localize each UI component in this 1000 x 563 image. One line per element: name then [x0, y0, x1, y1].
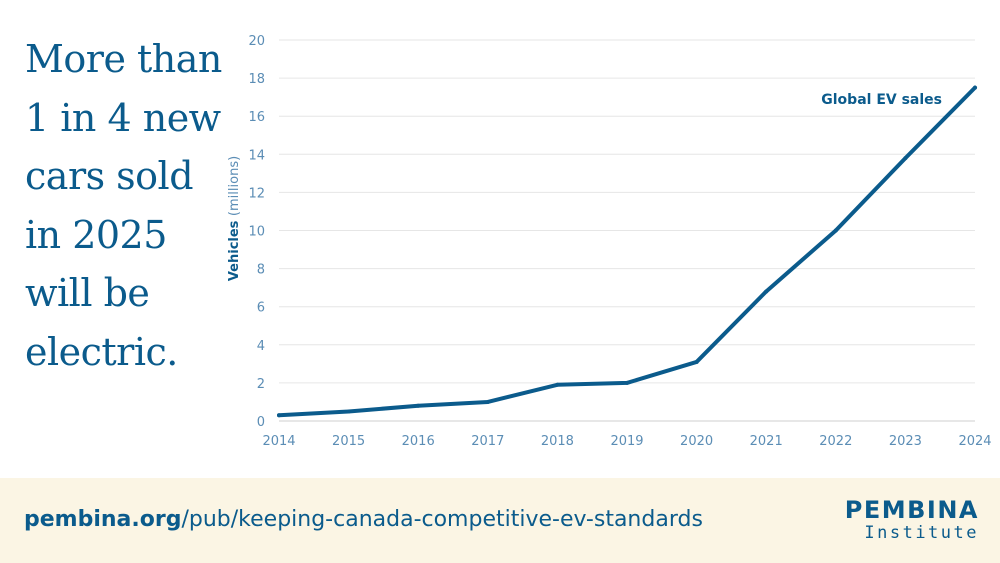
- url-domain: pembina.org: [24, 507, 182, 532]
- series-line-global-ev-sales: [277, 85, 977, 418]
- logo-wordmark-top: PEMBINA: [844, 496, 979, 524]
- data-point-2022: [833, 228, 838, 233]
- x-tick-label-2023: 2023: [889, 434, 922, 449]
- y-tick-label-2: 2: [257, 377, 265, 392]
- x-tick-label-2015: 2015: [332, 434, 365, 449]
- x-tick-label-2020: 2020: [680, 434, 713, 449]
- x-tick-label-2022: 2022: [819, 434, 852, 449]
- y-tick-label-6: 6: [257, 301, 265, 316]
- data-point-2016: [416, 403, 421, 408]
- data-point-2019: [625, 380, 629, 385]
- y-tick-label-4: 4: [257, 339, 265, 354]
- y-tick-label-12: 12: [248, 186, 265, 201]
- data-point-2017: [485, 399, 490, 404]
- x-tick-label-2016: 2016: [402, 434, 435, 449]
- data-point-2024: [973, 85, 977, 90]
- y-axis-label-unit: (millions): [227, 156, 242, 216]
- y-tick-label-14: 14: [248, 148, 265, 163]
- data-point-2023: [903, 156, 908, 161]
- data-point-2015: [346, 409, 351, 414]
- x-tick-label-2024: 2024: [958, 434, 991, 449]
- y-tick-label-8: 8: [257, 263, 265, 278]
- url-path: /pub/keeping-canada-competitive-ev-stand…: [181, 507, 703, 532]
- y-axis-label-bold: Vehicles: [227, 216, 242, 281]
- x-tick-label-2018: 2018: [541, 434, 574, 449]
- footer-bar: pembina.org/pub/keeping-canada-competiti…: [0, 478, 1000, 563]
- logo-wordmark-bottom: Institute: [864, 523, 979, 543]
- headline: More than 1 in 4 new cars sold in 2025 w…: [25, 37, 222, 374]
- data-point-2020: [694, 359, 699, 364]
- data-point-2018: [555, 382, 560, 387]
- y-tick-label-20: 20: [248, 34, 265, 49]
- x-tick-label-2021: 2021: [750, 434, 783, 449]
- data-point-2014: [277, 413, 281, 418]
- x-tick-label-2014: 2014: [262, 434, 295, 449]
- y-tick-label-16: 16: [248, 110, 265, 125]
- y-tick-label-18: 18: [248, 72, 265, 87]
- y-tick-label-10: 10: [248, 225, 265, 240]
- y-axis-label: Vehicles (millions): [227, 156, 242, 281]
- x-tick-label-2017: 2017: [471, 434, 504, 449]
- pembina-logo: PEMBINA Institute: [845, 497, 979, 543]
- ev-sales-chart: 0 2 4 6 8 10 12 14 16 18 20 2014 2015 2016 2017 2018 201…: [227, 34, 992, 449]
- data-point-2021: [764, 289, 769, 294]
- publication-link[interactable]: pembina.org/pub/keeping-canada-competiti…: [24, 507, 703, 532]
- y-tick-label-0: 0: [257, 415, 265, 430]
- series-label: Global EV sales: [821, 92, 942, 108]
- x-tick-label-2019: 2019: [610, 434, 643, 449]
